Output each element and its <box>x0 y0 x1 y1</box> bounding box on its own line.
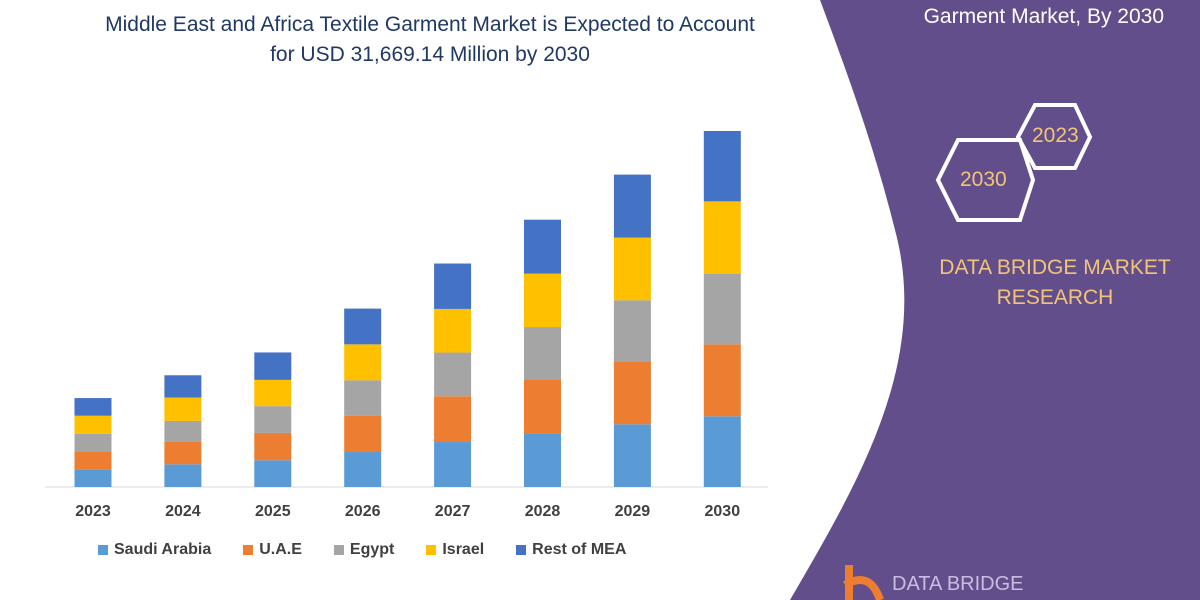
bar-segment-saudi-arabia-2026 <box>344 452 382 487</box>
bar-segment-rest-of-mea-2030 <box>703 131 741 202</box>
legend-swatch <box>426 545 437 555</box>
x-tick-label: 2024 <box>165 503 201 520</box>
x-tick-label: 2029 <box>614 503 651 520</box>
bar-segment-saudi-arabia-2030 <box>703 416 741 487</box>
x-tick-label: 2030 <box>704 503 741 520</box>
panel-heading: Garment Market, By 2030 <box>923 5 1164 28</box>
bar-segment-israel-2025 <box>254 379 292 407</box>
bar-segment-egypt-2028 <box>524 327 561 380</box>
brand-text: DATA BRIDGE MARKET RESEARCH <box>905 253 1200 313</box>
legend-item: Rest of MEA <box>516 541 626 559</box>
bar-segment-egypt-2023 <box>74 433 112 452</box>
bar-segment-rest-of-mea-2029 <box>613 174 651 238</box>
bar-segment-u-a-e-2026 <box>344 415 382 453</box>
legend-swatch <box>333 545 344 555</box>
logo: DATA BRIDGE <box>842 565 1024 600</box>
bar-segment-saudi-arabia-2023 <box>74 469 112 487</box>
x-tick-label: 2025 <box>255 503 291 520</box>
bar-segment-rest-of-mea-2023 <box>74 398 112 416</box>
bar-segment-u-a-e-2027 <box>434 396 472 443</box>
legend-label: Saudi Arabia <box>114 541 212 558</box>
bars <box>74 131 741 487</box>
bar-segment-israel-2024 <box>164 397 202 421</box>
purple-panel <box>790 0 1200 600</box>
legend-label: Rest of MEA <box>532 541 627 558</box>
legend-item: Egypt <box>333 541 395 559</box>
x-tick-label: 2028 <box>524 503 561 520</box>
legend-label: U.A.E <box>259 541 302 558</box>
bar-segment-israel-2027 <box>434 308 472 353</box>
title-line-2: for USD 31,669.14 Million by 2030 <box>270 43 590 66</box>
bar-segment-u-a-e-2025 <box>254 432 292 461</box>
bar-segment-egypt-2029 <box>613 300 651 363</box>
legend-item: U.A.E <box>243 541 302 559</box>
legend-swatch <box>243 545 254 555</box>
bar-segment-u-a-e-2028 <box>524 379 561 434</box>
bar-segment-u-a-e-2024 <box>164 441 202 465</box>
bar-segment-israel-2023 <box>74 415 112 434</box>
bar-segment-rest-of-mea-2025 <box>254 352 292 380</box>
bar-segment-saudi-arabia-2029 <box>613 424 651 487</box>
bar-segment-saudi-arabia-2027 <box>434 442 472 487</box>
bar-segment-rest-of-mea-2026 <box>344 308 382 345</box>
bar-segment-u-a-e-2029 <box>613 362 651 425</box>
bar-segment-israel-2029 <box>613 237 651 301</box>
hex-year-2023: 2023 <box>1032 124 1079 147</box>
hexagon-2023 <box>1015 103 1093 170</box>
bar-segment-saudi-arabia-2028 <box>524 433 561 487</box>
legend-label: Egypt <box>349 541 395 558</box>
bar-segment-saudi-arabia-2024 <box>164 464 202 487</box>
bar-segment-israel-2030 <box>703 201 741 274</box>
x-tick-label: 2027 <box>434 503 471 520</box>
bar-segment-israel-2028 <box>524 273 561 328</box>
bar-segment-saudi-arabia-2025 <box>254 460 292 487</box>
bar-segment-egypt-2025 <box>254 406 292 433</box>
bar-segment-egypt-2026 <box>344 380 382 416</box>
x-tick-label: 2023 <box>75 503 111 520</box>
legend-label: Israel <box>442 541 485 558</box>
brand-line-2: RESEARCH <box>996 286 1114 309</box>
legend-item: Saudi Arabia <box>98 541 211 559</box>
logo-text: DATA BRIDGE <box>892 573 1024 595</box>
title-line-1: Middle East and Africa Textile Garment M… <box>105 13 755 36</box>
x-tick-label: 2026 <box>344 503 381 520</box>
legend-swatch <box>98 545 108 555</box>
bar-segment-egypt-2030 <box>703 273 741 345</box>
hexagon-2030 <box>935 138 1036 222</box>
bar-segment-egypt-2024 <box>164 420 202 442</box>
legend-swatch <box>516 545 527 555</box>
legend-item: Israel <box>426 541 484 559</box>
legend: Saudi Arabia U.A.E Egypt Israel Rest of MEA <box>98 541 658 559</box>
hex-year-2030: 2030 <box>960 168 1007 191</box>
bar-segment-u-a-e-2023 <box>74 451 112 470</box>
bar-segment-rest-of-mea-2027 <box>434 263 472 309</box>
bar-segment-u-a-e-2030 <box>703 344 741 417</box>
bar-segment-egypt-2027 <box>434 352 472 397</box>
bar-segment-rest-of-mea-2024 <box>164 375 202 398</box>
chart-title: Middle East and Africa Textile Garment M… <box>40 10 820 70</box>
brand-line-1: DATA BRIDGE MARKET <box>939 256 1171 279</box>
bar-segment-israel-2026 <box>344 344 382 381</box>
bar-segment-rest-of-mea-2028 <box>524 219 561 274</box>
